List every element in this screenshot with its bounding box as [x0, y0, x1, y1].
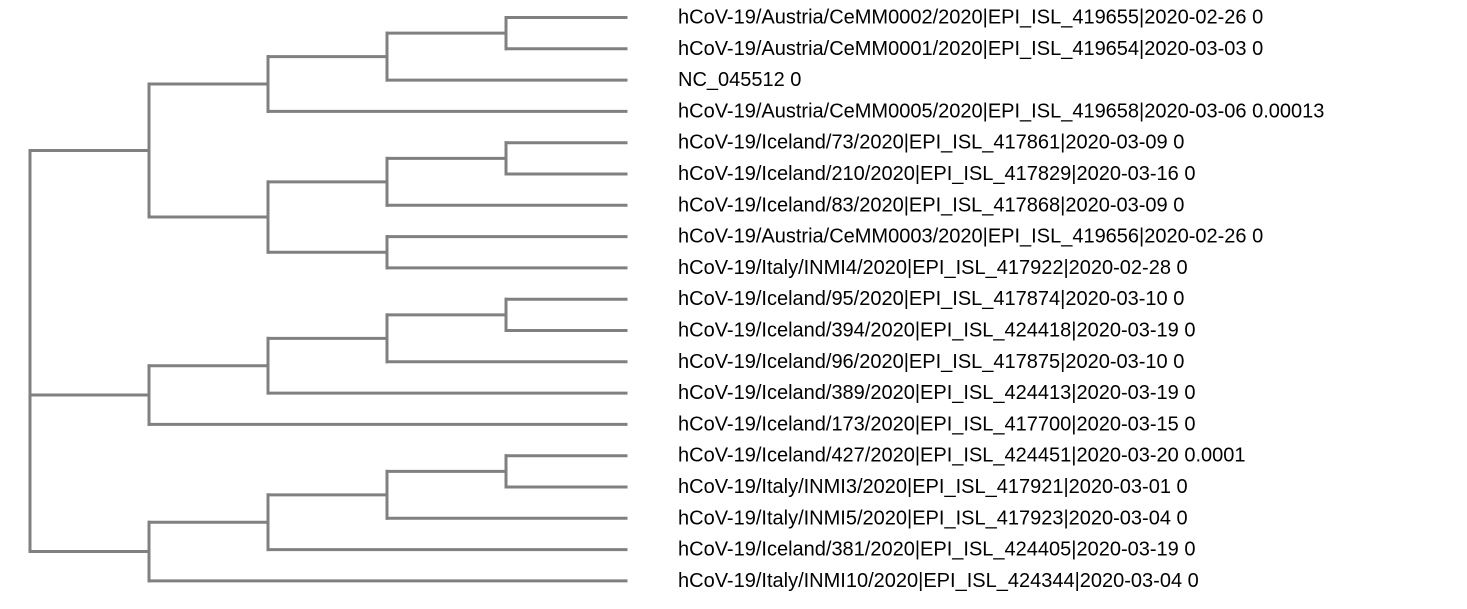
leaf-value: 0	[1179, 382, 1196, 404]
leaf-name: hCoV-19/Iceland/210/2020|EPI_ISL_417829|…	[678, 163, 1179, 185]
leaf-value: 0	[1171, 507, 1188, 529]
leaf-label: hCoV-19/Austria/CeMM0003/2020|EPI_ISL_41…	[678, 226, 1263, 248]
leaf-value: 0.0001	[1179, 445, 1246, 467]
leaf-label: hCoV-19/Italy/INMI10/2020|EPI_ISL_424344…	[678, 570, 1199, 592]
leaf-value: 0	[1171, 257, 1188, 279]
leaf-label: hCoV-19/Iceland/83/2020|EPI_ISL_417868|2…	[678, 194, 1184, 216]
leaf-label: hCoV-19/Iceland/95/2020|EPI_ISL_417874|2…	[678, 288, 1184, 310]
leaf-name: hCoV-19/Austria/CeMM0001/2020|EPI_ISL_41…	[678, 38, 1247, 60]
leaf-label: hCoV-19/Italy/INMI5/2020|EPI_ISL_417923|…	[678, 507, 1188, 529]
leaf-name: hCoV-19/Italy/INMI4/2020|EPI_ISL_417922|…	[678, 257, 1171, 279]
leaf-label: hCoV-19/Iceland/173/2020|EPI_ISL_417700|…	[678, 413, 1195, 435]
leaf-label: hCoV-19/Iceland/96/2020|EPI_ISL_417875|2…	[678, 351, 1184, 373]
tree-branches	[28, 16, 628, 583]
leaf-name: hCoV-19/Iceland/381/2020|EPI_ISL_424405|…	[678, 539, 1179, 561]
leaf-name: hCoV-19/Iceland/96/2020|EPI_ISL_417875|2…	[678, 351, 1168, 373]
leaf-label: hCoV-19/Austria/CeMM0002/2020|EPI_ISL_41…	[678, 7, 1263, 29]
leaf-value: 0	[1168, 288, 1185, 310]
leaf-value: 0	[1179, 413, 1196, 435]
leaf-name: hCoV-19/Austria/CeMM0002/2020|EPI_ISL_41…	[678, 7, 1247, 29]
leaf-labels: hCoV-19/Austria/CeMM0002/2020|EPI_ISL_41…	[678, 7, 1324, 592]
leaf-name: hCoV-19/Iceland/83/2020|EPI_ISL_417868|2…	[678, 194, 1168, 216]
leaf-name: NC_045512	[678, 69, 785, 91]
leaf-value: 0	[1182, 570, 1199, 592]
leaf-value: 0	[1247, 38, 1264, 60]
leaf-value: 0	[1179, 539, 1196, 561]
leaf-name: hCoV-19/Iceland/389/2020|EPI_ISL_424413|…	[678, 382, 1179, 404]
leaf-value: 0.00013	[1247, 100, 1325, 122]
leaf-name: hCoV-19/Iceland/73/2020|EPI_ISL_417861|2…	[678, 132, 1168, 154]
leaf-value: 0	[1247, 226, 1264, 248]
leaf-label: hCoV-19/Iceland/210/2020|EPI_ISL_417829|…	[678, 163, 1195, 185]
leaf-value: 0	[1179, 163, 1196, 185]
leaf-value: 0	[1179, 320, 1196, 342]
leaf-name: hCoV-19/Iceland/173/2020|EPI_ISL_417700|…	[678, 413, 1179, 435]
leaf-value: 0	[1247, 7, 1264, 29]
leaf-name: hCoV-19/Austria/CeMM0005/2020|EPI_ISL_41…	[678, 100, 1247, 122]
leaf-name: hCoV-19/Iceland/394/2020|EPI_ISL_424418|…	[678, 320, 1179, 342]
leaf-value: 0	[1168, 132, 1185, 154]
leaf-label: hCoV-19/Iceland/427/2020|EPI_ISL_424451|…	[678, 445, 1246, 467]
leaf-name: hCoV-19/Italy/INMI5/2020|EPI_ISL_417923|…	[678, 507, 1171, 529]
leaf-label: hCoV-19/Italy/INMI4/2020|EPI_ISL_417922|…	[678, 257, 1188, 279]
leaf-label: hCoV-19/Iceland/381/2020|EPI_ISL_424405|…	[678, 539, 1195, 561]
leaf-name: hCoV-19/Italy/INMI3/2020|EPI_ISL_417921|…	[678, 476, 1171, 498]
leaf-label: hCoV-19/Italy/INMI3/2020|EPI_ISL_417921|…	[678, 476, 1188, 498]
leaf-name: hCoV-19/Iceland/427/2020|EPI_ISL_424451|…	[678, 445, 1179, 467]
leaf-name: hCoV-19/Austria/CeMM0003/2020|EPI_ISL_41…	[678, 226, 1247, 248]
leaf-value: 0	[785, 69, 802, 91]
leaf-label: hCoV-19/Austria/CeMM0005/2020|EPI_ISL_41…	[678, 100, 1324, 122]
leaf-value: 0	[1168, 194, 1185, 216]
leaf-label: hCoV-19/Austria/CeMM0001/2020|EPI_ISL_41…	[678, 38, 1263, 60]
leaf-label: hCoV-19/Iceland/73/2020|EPI_ISL_417861|2…	[678, 132, 1184, 154]
leaf-value: 0	[1168, 351, 1185, 373]
leaf-value: 0	[1171, 476, 1188, 498]
leaf-name: hCoV-19/Italy/INMI10/2020|EPI_ISL_424344…	[678, 570, 1182, 592]
leaf-label: hCoV-19/Iceland/389/2020|EPI_ISL_424413|…	[678, 382, 1195, 404]
leaf-name: hCoV-19/Iceland/95/2020|EPI_ISL_417874|2…	[678, 288, 1168, 310]
leaf-label: NC_045512 0	[678, 69, 801, 91]
leaf-label: hCoV-19/Iceland/394/2020|EPI_ISL_424418|…	[678, 320, 1195, 342]
